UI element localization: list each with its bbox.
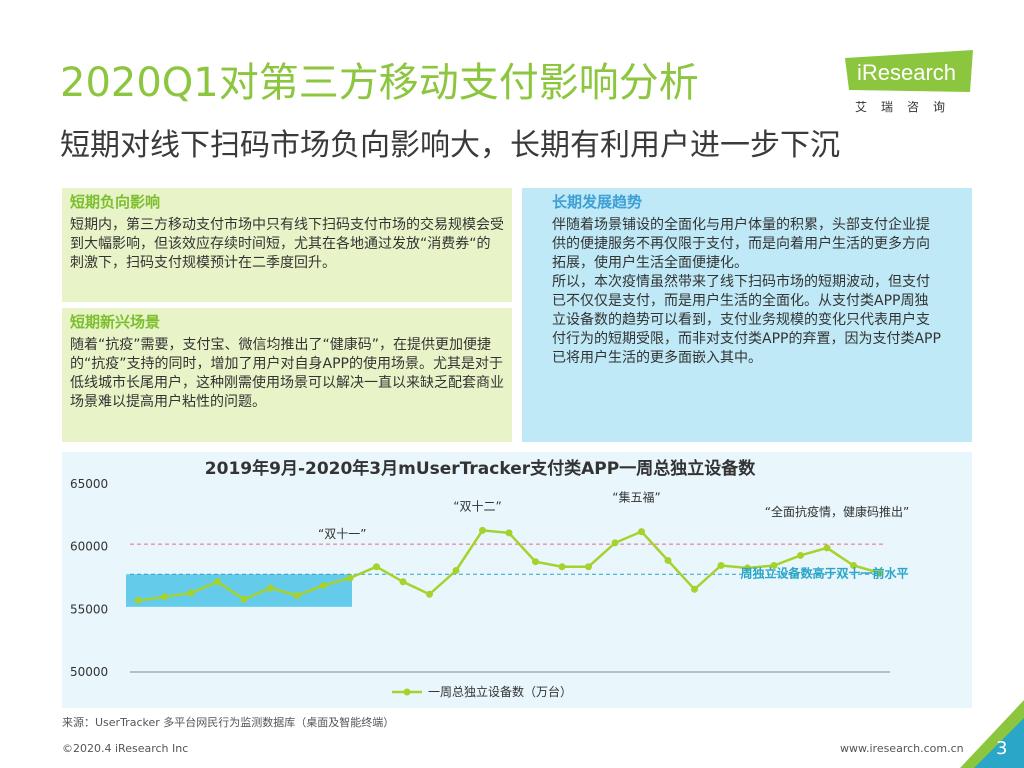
panel-body: 短期内，第三方移动支付市场中只有线下扫码支付市场的交易规模会受到大幅影响，但该效… (70, 217, 504, 271)
source-note: 来源：UserTracker 多平台网民行为监测数据库（桌面及智能终端） (62, 716, 395, 729)
panel-long-trend: 长期发展趋势 伴随着场景铺设的全面化与用户体量的积累，头部支付企业提供的便捷服务… (522, 188, 972, 442)
panel-short-new: 短期新兴场景 随着“抗疫”需要，支付宝、微信均推出了“健康码”，在提供更加便捷的… (62, 308, 512, 442)
page-number: 3 (996, 738, 1008, 759)
panel-body: 随着“抗疫”需要，支付宝、微信均推出了“健康码”，在提供更加便捷的“抗疫”支持的… (70, 337, 504, 410)
page-title: 2020Q1对第三方移动支付影响分析 (60, 60, 699, 106)
copyright: ©2020.4 iResearch Inc (62, 742, 189, 755)
website: www.iresearch.com.cn (840, 742, 964, 755)
logo-chinese: 艾瑞咨询 (855, 100, 960, 114)
panel-heading: 长期发展趋势 (552, 193, 643, 211)
panel-body: 伴随着场景铺设的全面化与用户体量的积累，头部支付企业提供的便捷服务不再仅限于支付… (552, 217, 941, 366)
panel-short-negative: 短期负向影响 短期内，第三方移动支付市场中只有线下扫码支付市场的交易规模会受到大… (62, 188, 512, 302)
logo-brand: iResearch (857, 60, 957, 85)
corner-decoration-icon (960, 700, 1024, 768)
logo-banner-icon (845, 50, 973, 92)
iresearch-logo: iResearch 艾瑞咨询 (845, 50, 975, 120)
panel-heading: 短期新兴场景 (70, 313, 161, 331)
page-subtitle: 短期对线下扫码市场负向影响大，长期有利用户进一步下沉 (60, 128, 840, 163)
panel-heading: 短期负向影响 (70, 193, 161, 211)
chart-background (62, 452, 972, 708)
